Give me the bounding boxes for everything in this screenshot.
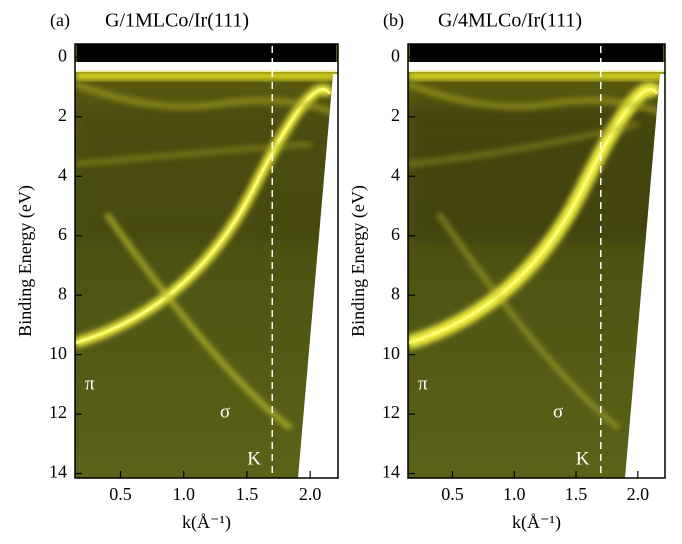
y-tick-label: 12 (382, 402, 400, 422)
x-axis-label: k(Å⁻¹) (512, 512, 561, 533)
annotation: K (576, 448, 590, 469)
pi-band-core (75, 87, 332, 345)
pi-band-core (408, 87, 659, 345)
black-band (77, 44, 336, 62)
panel-label: (b) (383, 10, 404, 31)
white-band (408, 62, 665, 72)
y-tick-label: 12 (49, 402, 67, 422)
y-tick-label: 6 (391, 224, 400, 244)
x-tick-label: 1.0 (503, 484, 526, 504)
annotation: K (247, 448, 261, 469)
white-band (75, 62, 338, 72)
y-tick-label: 10 (382, 343, 400, 363)
y-tick-label: 8 (58, 283, 67, 303)
y-tick-label: 14 (382, 462, 400, 482)
arpes-image (407, 43, 666, 479)
x-tick-label: 1.5 (236, 484, 259, 504)
fermi-glow (408, 72, 665, 80)
y-axis-label: Binding Energy (eV) (15, 185, 36, 337)
panel-title: G/4MLCo/Ir(111) (438, 10, 582, 32)
panel-label: (a) (50, 10, 70, 31)
x-tick-label: 0.5 (441, 484, 464, 504)
upper-band (408, 81, 665, 117)
y-tick-label: 6 (58, 224, 67, 244)
x-tick-label: 2.0 (627, 484, 650, 504)
y-tick-label: 0 (58, 46, 67, 66)
x-tick-label: 2.0 (299, 484, 322, 504)
black-band (410, 44, 663, 62)
y-tick-label: 14 (49, 462, 67, 482)
y-tick-label: 2 (58, 105, 67, 125)
frame (407, 43, 666, 479)
image-content (408, 44, 665, 478)
annotation: π (85, 373, 95, 394)
x-tick-label: 0.5 (109, 484, 132, 504)
y-tick-label: 4 (58, 164, 67, 184)
y-axis-label: Binding Energy (eV) (348, 185, 369, 337)
x-axis-label: k(Å⁻¹) (182, 512, 231, 533)
annotation: σ (220, 401, 230, 422)
dark-region (75, 104, 338, 244)
mid-band (408, 121, 640, 167)
y-tick-label: 4 (391, 164, 400, 184)
upper-band (75, 81, 338, 117)
annotation: σ (553, 401, 563, 422)
annotation: π (418, 373, 428, 394)
y-tick-label: 10 (49, 343, 67, 363)
mid-band (75, 141, 312, 167)
y-tick-label: 8 (391, 283, 400, 303)
image-content (75, 44, 338, 478)
panel-title: G/1MLCo/Ir(111) (105, 10, 249, 32)
fermi-glow (75, 72, 338, 80)
frame (74, 43, 339, 479)
x-tick-label: 1.0 (172, 484, 195, 504)
y-tick-label: 0 (391, 46, 400, 66)
x-tick-label: 1.5 (565, 484, 588, 504)
y-tick-label: 2 (391, 105, 400, 125)
arpes-image (74, 43, 339, 479)
